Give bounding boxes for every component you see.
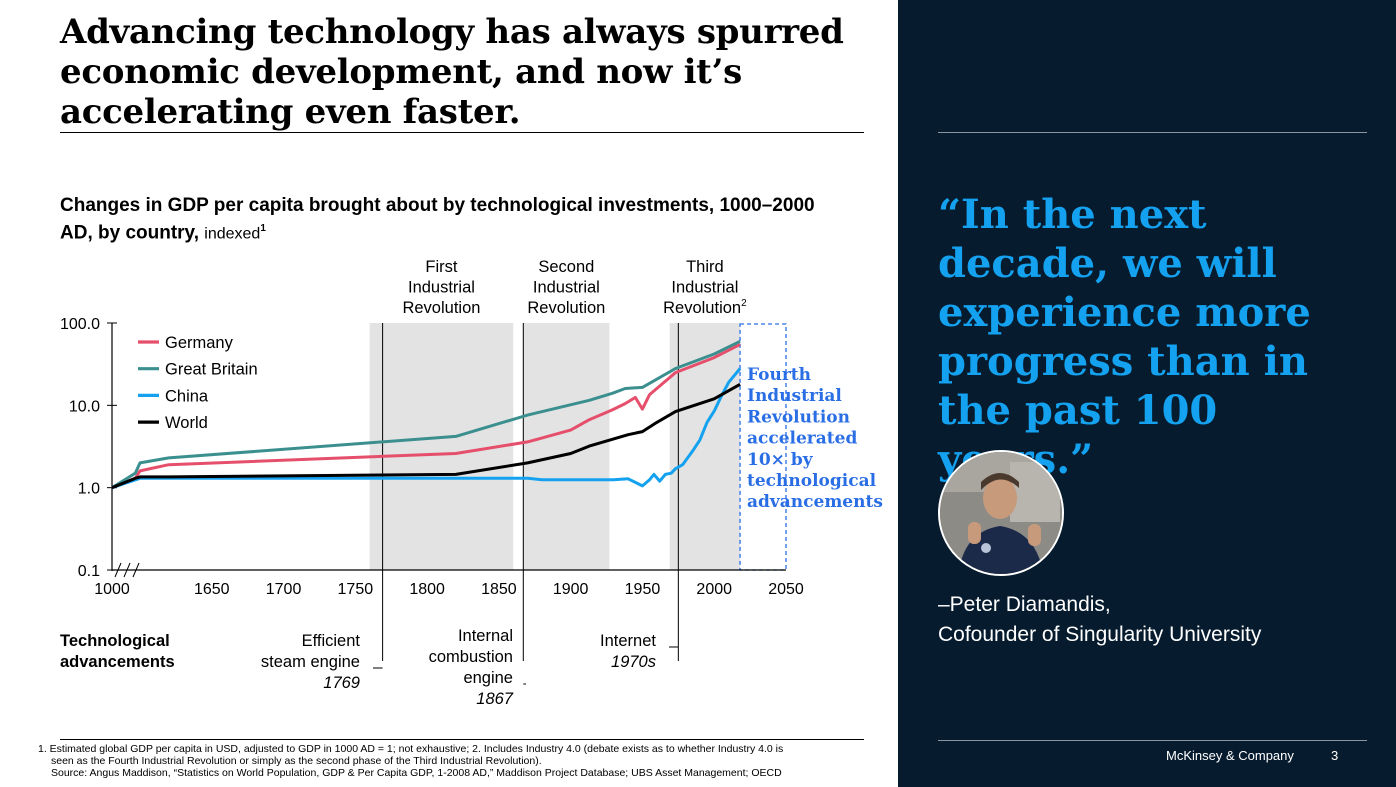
legend-label: Great Britain xyxy=(165,361,258,379)
revolution-label: Revolution xyxy=(402,299,480,317)
tech-event-name: engine xyxy=(463,669,513,687)
footnote-line: seen as the Fourth Industrial Revolution… xyxy=(51,755,542,767)
fourth-revolution-label: Revolution xyxy=(747,407,850,427)
attribution-role: Cofounder of Singularity University xyxy=(938,623,1262,646)
quote-attribution: –Peter Diamandis, Cofounder of Singulari… xyxy=(938,590,1261,650)
tech-event-year: 1769 xyxy=(323,674,360,692)
page-number: 3 xyxy=(1331,748,1339,763)
quote-panel xyxy=(898,0,1396,787)
attribution-name: –Peter Diamandis, xyxy=(938,593,1111,616)
tech-event-year: 1970s xyxy=(611,653,656,671)
speaker-portrait-image xyxy=(940,452,1062,574)
quote-bottom-rule xyxy=(938,740,1367,741)
tech-event-name: steam engine xyxy=(261,653,360,671)
revolution-label: Third xyxy=(686,258,724,276)
slide-headline: Advancing technology has always spurred … xyxy=(60,12,844,132)
legend-label: China xyxy=(165,387,209,405)
revolution-label: Revolution2 xyxy=(663,298,747,317)
tech-event-name: Internal xyxy=(458,627,513,645)
legend-label: Germany xyxy=(165,334,234,352)
axis-break-mark xyxy=(123,562,131,578)
revolution-label: Industrial xyxy=(408,279,475,297)
fourth-revolution-label: technological xyxy=(747,471,877,491)
x-tick-label: 1700 xyxy=(266,581,302,598)
y-tick-label: 1.0 xyxy=(78,481,100,498)
series-line-germany xyxy=(111,343,741,490)
industrial-revolution-band xyxy=(369,323,514,570)
x-tick-label: 1800 xyxy=(409,581,445,598)
tech-event-year: 1867 xyxy=(476,690,514,708)
x-tick-label: 1950 xyxy=(625,581,661,598)
revolution-label: Industrial xyxy=(533,279,600,297)
brand-name: McKinsey & Company xyxy=(1166,748,1294,763)
revolution-label: First xyxy=(425,258,457,276)
series-line-world xyxy=(111,382,741,490)
industrial-revolution-band xyxy=(669,323,741,570)
y-tick-label: 10.0 xyxy=(69,398,100,415)
x-tick-label: 2000 xyxy=(696,581,732,598)
speaker-photo xyxy=(938,450,1064,576)
chart-title-footnote: 1 xyxy=(260,223,266,234)
revolution-label-footnote: 2 xyxy=(741,298,747,309)
axis-break-mark xyxy=(132,562,140,578)
revolution-label: Industrial xyxy=(671,279,738,297)
tech-row-label: Technological xyxy=(60,632,170,650)
footnote-line: 1. Estimated global GDP per capita in US… xyxy=(38,743,784,755)
tech-event-name: Efficient xyxy=(302,632,361,650)
fourth-revolution-label: Industrial xyxy=(747,386,842,406)
tech-event-name: combustion xyxy=(429,648,513,666)
fourth-revolution-label: 10× by xyxy=(747,450,814,470)
chart-title-text: Changes in GDP per capita brought about … xyxy=(60,195,815,244)
headline-rule xyxy=(60,132,864,133)
series-line-china xyxy=(111,367,742,490)
series-line-great-britain xyxy=(111,339,741,489)
industrial-revolution-band xyxy=(523,323,610,570)
tech-row-label: advancements xyxy=(60,653,175,671)
y-tick-label: 0.1 xyxy=(78,563,100,580)
fourth-revolution-label: Fourth xyxy=(747,365,811,385)
revolution-label: Second xyxy=(538,258,594,276)
y-tick-label: 100.0 xyxy=(60,316,100,333)
x-tick-label: 1650 xyxy=(194,581,230,598)
source-line: Source: Angus Maddison, “Statistics on W… xyxy=(51,767,782,779)
fourth-revolution-box xyxy=(739,323,787,571)
x-tick-label: 1750 xyxy=(338,581,374,598)
chart-title: Changes in GDP per capita brought about … xyxy=(60,194,850,245)
fourth-revolution-label: accelerated xyxy=(747,429,857,449)
gdp-line-chart: FirstIndustrialRevolutionSecondIndustria… xyxy=(60,258,883,708)
chart-title-suffix: indexed xyxy=(204,225,261,243)
revolution-label: Revolution xyxy=(527,299,605,317)
fourth-revolution-label: advancements xyxy=(747,492,883,512)
quote-text: “In the next decade, we will experience … xyxy=(938,191,1311,483)
quote-top-rule xyxy=(938,132,1367,133)
x-tick-label: 1900 xyxy=(553,581,589,598)
footnotes: 1. Estimated global GDP per capita in US… xyxy=(38,743,888,779)
x-tick-label: 1000 xyxy=(94,581,130,598)
x-tick-label: 1850 xyxy=(481,581,517,598)
x-tick-label: 2050 xyxy=(768,581,804,598)
footnote-rule xyxy=(60,739,864,740)
legend-label: World xyxy=(165,414,208,432)
axis-break-mark xyxy=(114,562,122,578)
tech-event-name: Internet xyxy=(600,632,656,650)
